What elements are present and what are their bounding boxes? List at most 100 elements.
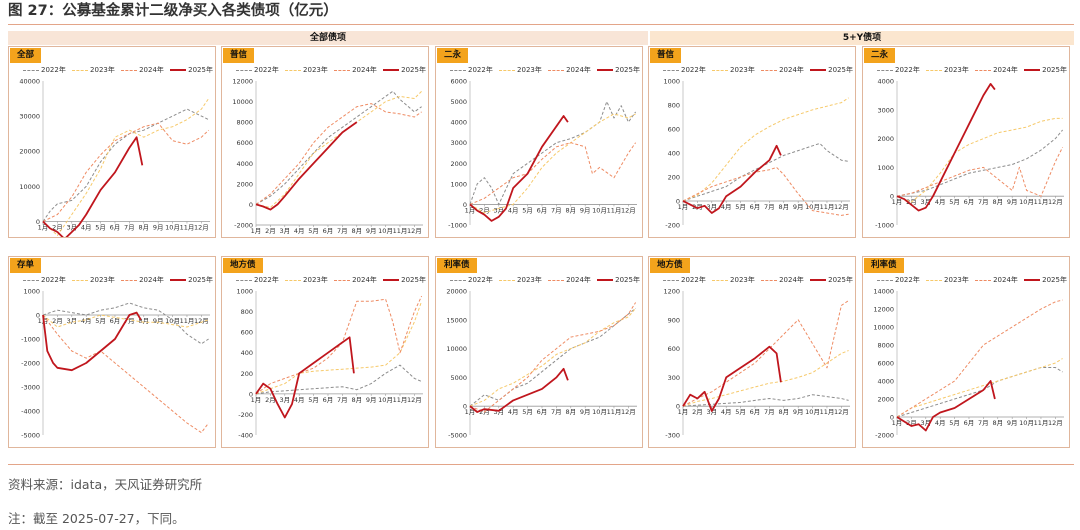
x-tick-label: 10月	[165, 317, 180, 325]
legend-swatch	[663, 279, 679, 281]
x-tick-label: 7月	[551, 408, 562, 416]
legend-item: 2022年	[236, 275, 279, 285]
x-tick-label: 3月	[493, 206, 504, 214]
legend-label: 2022年	[468, 276, 493, 284]
legend-item: 2023年	[499, 65, 542, 75]
series-line-2022年	[42, 108, 209, 222]
series-line-2025年	[42, 136, 144, 237]
x-tick-label: 5月	[735, 203, 746, 211]
legend-label: 2023年	[730, 276, 755, 284]
y-tick-label: -200	[665, 222, 680, 230]
legend-item: 2023年	[499, 275, 542, 285]
x-tick-label: 11月	[180, 223, 195, 231]
y-tick-label: 600	[668, 126, 680, 134]
chart-legend: 2022年 2023年 2024年 2025年	[450, 275, 640, 285]
y-tick-label: 600	[668, 345, 680, 353]
legend-label: 2024年	[993, 276, 1018, 284]
x-tick-label: 4月	[721, 408, 732, 416]
series-line-2022年	[896, 129, 1063, 197]
x-tick-label: 7月	[978, 198, 989, 206]
legend-item: 2023年	[285, 275, 328, 285]
y-tick-label: 4000	[450, 119, 467, 127]
legend-label: 2024年	[993, 66, 1018, 74]
x-tick-label: 8月	[138, 317, 149, 325]
x-tick-label: 10月	[1019, 419, 1034, 427]
series-line-2025年	[469, 115, 569, 222]
series-line-2024年	[42, 314, 210, 434]
x-tick-label: 12月	[621, 206, 636, 214]
legend-swatch	[72, 69, 89, 71]
x-tick-label: 2月	[692, 203, 703, 211]
legend-label: 2024年	[779, 66, 804, 74]
chart-title-badge: 地方债	[223, 258, 263, 273]
y-tick-label: 2000	[450, 160, 467, 168]
x-tick-label: 6月	[110, 223, 121, 231]
legend-item: 2025年	[383, 275, 426, 285]
legend-label: 2024年	[566, 276, 591, 284]
x-tick-label: 10月	[165, 223, 180, 231]
y-tick-label: 5000	[450, 98, 467, 106]
series-line-2025年	[896, 83, 996, 212]
y-tick-label: 200	[241, 370, 253, 378]
legend-label: 2023年	[944, 276, 969, 284]
legend-item: 2022年	[877, 275, 920, 285]
legend-label: 2022年	[681, 66, 706, 74]
y-tick-label: 4000	[877, 378, 894, 386]
y-tick-label: 900	[668, 316, 680, 324]
legend-label: 2022年	[41, 66, 66, 74]
x-tick-label: 10月	[592, 206, 607, 214]
footer-rule	[8, 464, 1074, 465]
x-tick-label: 5月	[308, 227, 319, 235]
legend-swatch	[712, 279, 729, 281]
x-tick-label: 2月	[52, 317, 63, 325]
x-tick-label: 12月	[194, 223, 209, 231]
x-tick-label: 7月	[978, 419, 989, 427]
series-line-2024年	[42, 122, 209, 222]
y-tick-label: 2000	[877, 135, 894, 143]
y-tick-label: 10000	[873, 324, 894, 332]
section-all-bonds: 全部债项	[8, 31, 648, 45]
series-line-2022年	[255, 90, 422, 205]
x-tick-label: 3月	[66, 223, 77, 231]
legend-swatch	[926, 279, 943, 281]
legend-swatch	[450, 69, 466, 71]
series-line-2025年	[682, 345, 782, 412]
y-tick-label: 6000	[877, 360, 894, 368]
legend-item: 2024年	[121, 275, 164, 285]
x-tick-label: 3月	[66, 317, 77, 325]
x-tick-label: 9月	[366, 396, 377, 404]
y-tick-label: 4000	[877, 78, 894, 86]
legend-swatch	[1024, 279, 1041, 281]
chart-title-badge: 普信	[650, 48, 682, 63]
x-tick-label: 3月	[920, 419, 931, 427]
x-tick-label: 1月	[465, 206, 476, 214]
y-tick-label: 10000	[446, 345, 467, 353]
chart-panel: 普信 2022年 2023年 2024年 2025年 -2000 0 2000 4000 6000…	[221, 46, 429, 238]
y-tick-label: 12000	[232, 78, 253, 86]
chart-title-badge: 利率债	[864, 258, 904, 273]
chart-title-badge: 利率债	[437, 258, 477, 273]
y-tick-label: -200	[238, 411, 253, 419]
y-tick-label: 8000	[877, 342, 894, 350]
legend-item: 2022年	[877, 65, 920, 75]
y-tick-label: 0	[36, 312, 40, 320]
x-tick-label: 11月	[820, 203, 835, 211]
x-tick-label: 8月	[351, 396, 362, 404]
legend-swatch	[663, 69, 679, 71]
y-tick-label: 0	[890, 193, 894, 201]
legend-swatch	[170, 69, 187, 71]
chart-legend: 2022年 2023年 2024年 2025年	[236, 65, 426, 75]
legend-item: 2022年	[450, 275, 493, 285]
x-tick-label: 6月	[964, 198, 975, 206]
chart-panel: 二永 2022年 2023年 2024年 2025年 -1000 0 1000 2000 3000…	[435, 46, 643, 238]
chart-title-badge: 存单	[10, 258, 42, 273]
x-tick-label: 2月	[265, 227, 276, 235]
x-tick-label: 3月	[493, 408, 504, 416]
x-tick-label: 11月	[820, 408, 835, 416]
source-note: 资料来源：idata，天风证券研究所	[8, 477, 203, 492]
legend-label: 2025年	[615, 66, 640, 74]
